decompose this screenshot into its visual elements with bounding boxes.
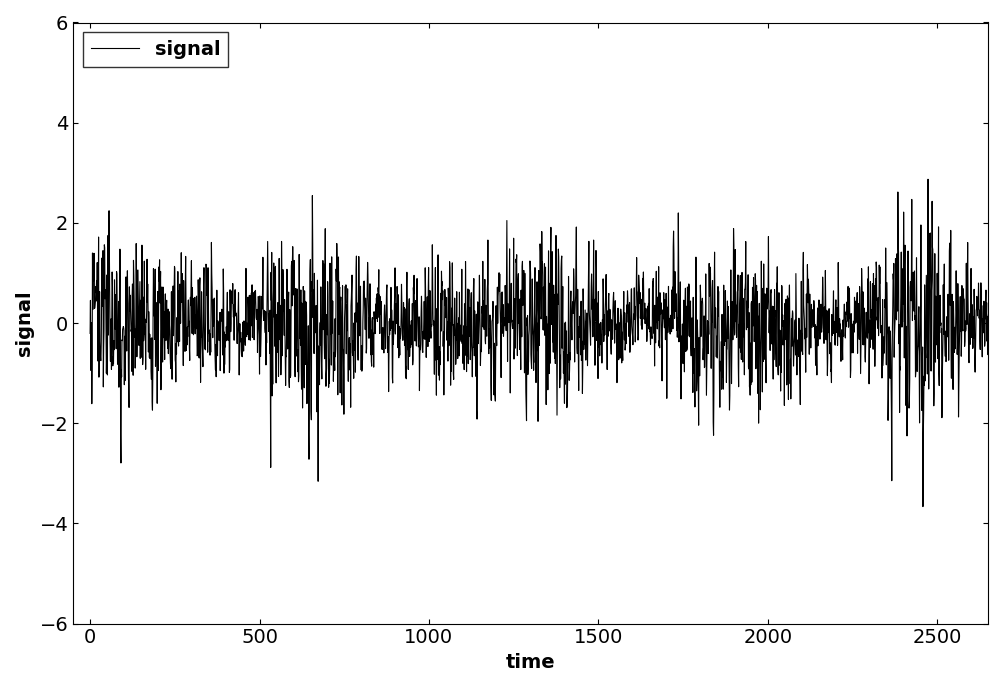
X-axis label: time: time <box>505 653 555 672</box>
signal <box>322 278 334 286</box>
Y-axis label: signal: signal <box>15 290 34 356</box>
signal <box>84 329 96 337</box>
signal <box>104 325 116 333</box>
signal <box>564 356 576 364</box>
signal <box>921 175 933 183</box>
signal <box>699 327 711 335</box>
Line: signal: signal <box>90 179 1002 506</box>
Legend: signal: signal <box>83 32 228 67</box>
signal <box>916 502 928 510</box>
signal <box>135 324 147 333</box>
signal <box>998 318 1002 326</box>
signal <box>417 348 429 357</box>
